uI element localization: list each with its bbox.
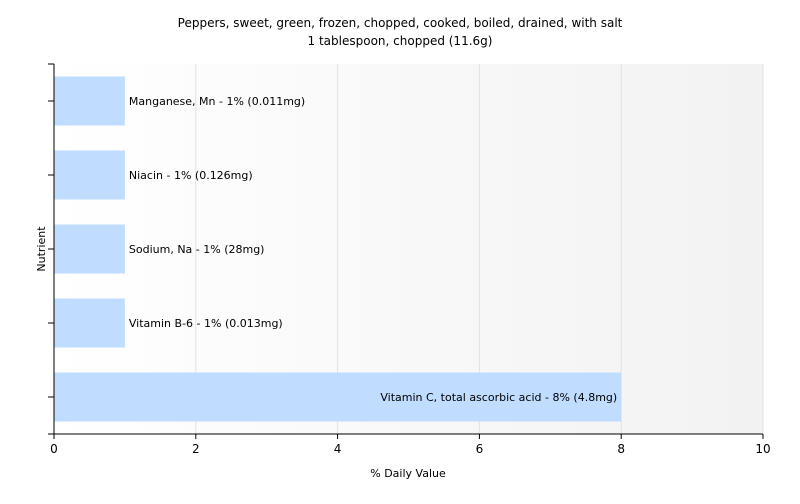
y-axis-title: Nutrient (35, 226, 48, 272)
gridlines (195, 64, 764, 434)
chart-subtitle: 1 tablespoon, chopped (11.6g) (308, 34, 493, 48)
bar-label: Manganese, Mn - 1% (0.011mg) (129, 95, 305, 108)
x-tick-label: 2 (192, 442, 200, 456)
x-tick-label: 0 (50, 442, 58, 456)
bar-label: Vitamin B-6 - 1% (0.013mg) (129, 317, 283, 330)
x-tick-label: 8 (617, 442, 625, 456)
bar-label: Sodium, Na - 1% (28mg) (129, 243, 265, 256)
bar (54, 298, 125, 348)
plot-area (54, 64, 763, 434)
x-tick-label: 10 (755, 442, 770, 456)
bar (54, 150, 125, 200)
x-tick-label: 6 (476, 442, 484, 456)
bar (54, 372, 622, 422)
chart-title: Peppers, sweet, green, frozen, chopped, … (178, 16, 623, 30)
bar-label: Vitamin C, total ascorbic acid - 8% (4.8… (380, 391, 617, 404)
x-axis-title: % Daily Value (370, 467, 446, 480)
bar (54, 224, 125, 274)
bars: Manganese, Mn - 1% (0.011mg) Niacin - 1% … (54, 76, 622, 422)
bar (54, 76, 125, 126)
x-tick-label: 4 (334, 442, 342, 456)
axes: 0 2 4 6 8 10 (48, 63, 771, 456)
bar-label: Niacin - 1% (0.126mg) (129, 169, 253, 182)
